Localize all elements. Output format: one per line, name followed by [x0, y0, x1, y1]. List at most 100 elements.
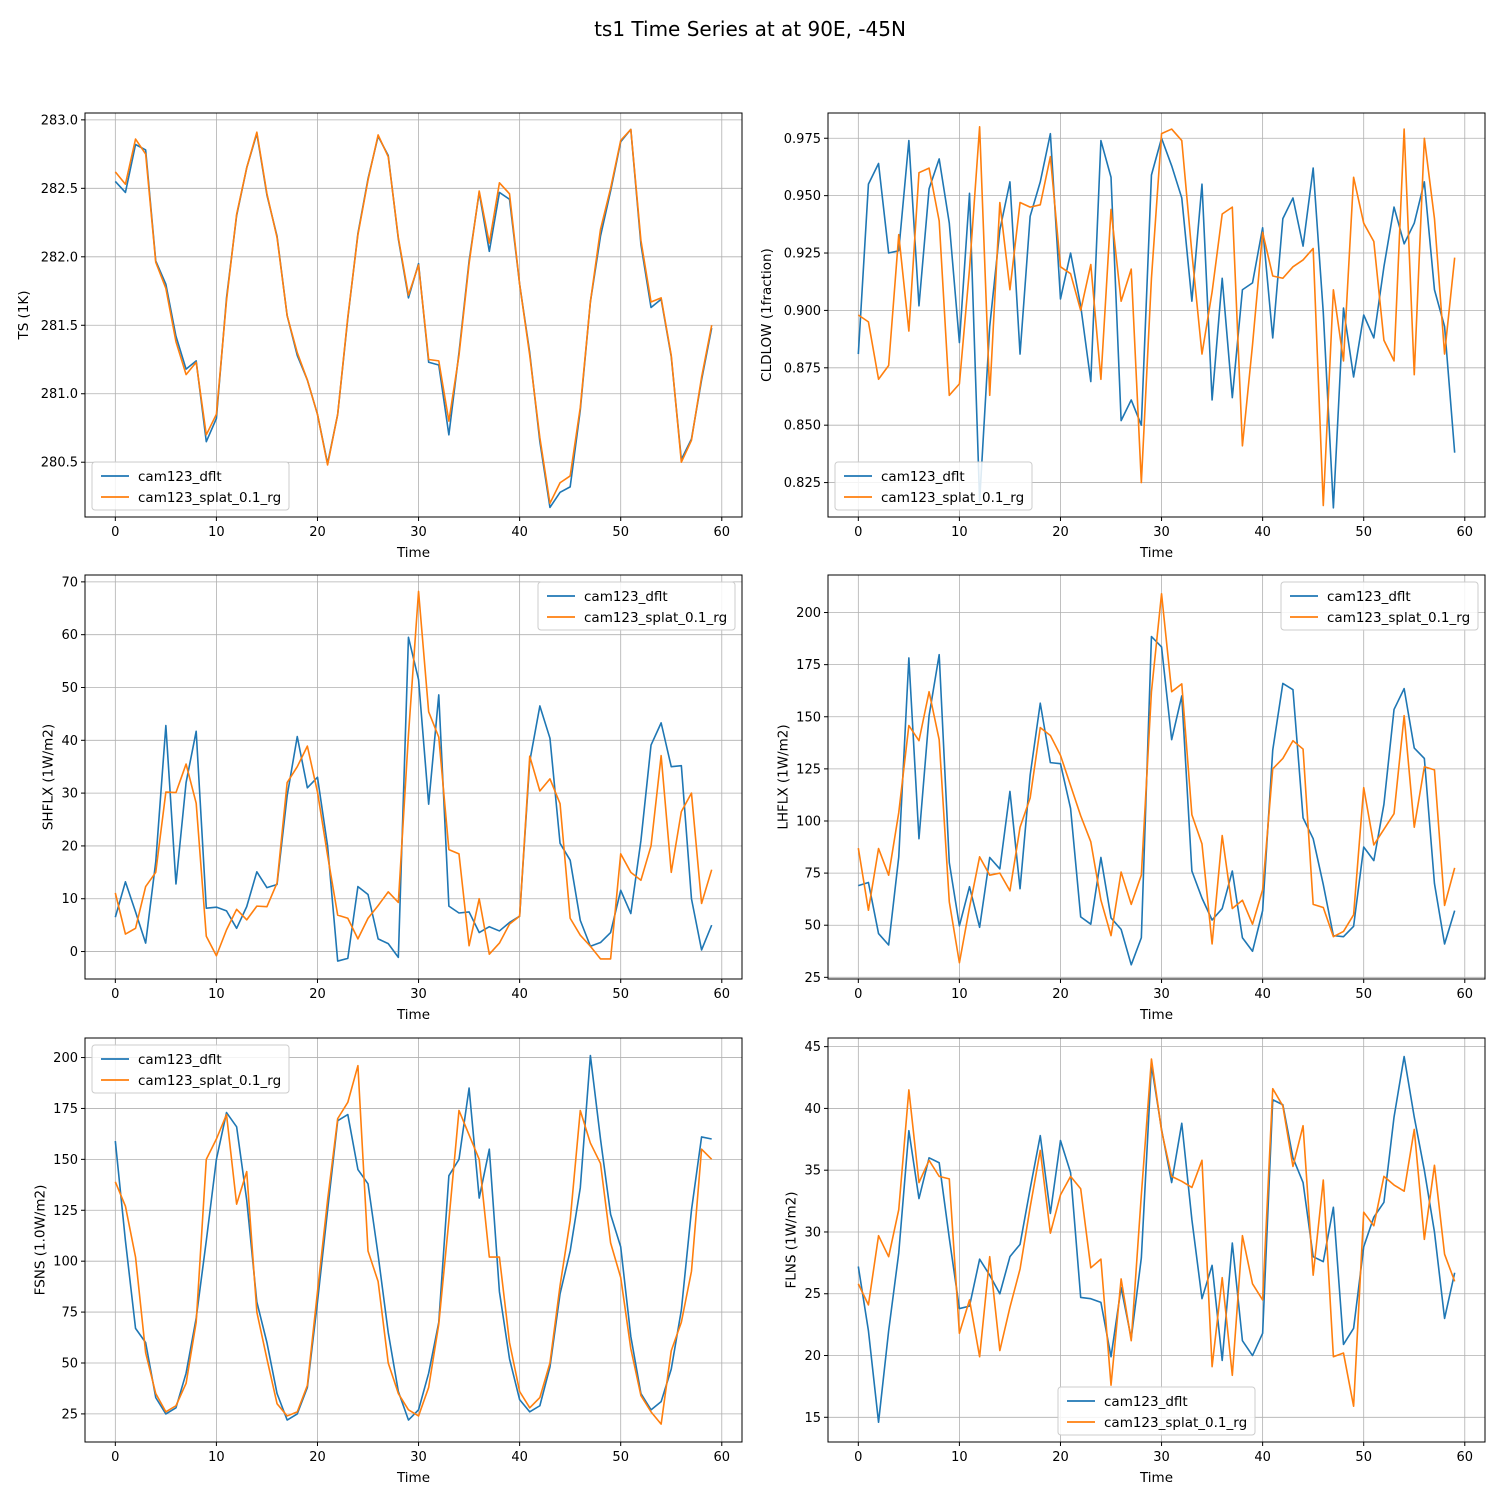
x-tick-label: 60: [1457, 1450, 1474, 1465]
y-tick-label: 10: [61, 892, 78, 907]
subplot-3: 0 10 20 30 40 50 60 25 50 75 100 125 150 175 200 Time LH…: [775, 574, 1486, 1023]
x-tick-label: 0: [854, 1450, 862, 1465]
x-tick-label: 10: [951, 1450, 968, 1465]
x-axis-label: Time: [396, 545, 430, 561]
y-tick-label: 75: [804, 867, 821, 882]
legend: cam123_dflt cam123_splat_0.1_rg: [1280, 581, 1479, 631]
x-tick-label: 40: [1254, 1450, 1271, 1465]
y-tick-label: 281.0: [41, 387, 78, 402]
y-tick-label: 50: [804, 919, 821, 934]
series-line-0: [114, 128, 713, 509]
y-tick-label: 282.0: [41, 250, 78, 265]
y-tick-label: 0.875: [784, 361, 821, 376]
subplots: 0 10 20 30 40 50 60 280.5 281.0 281.5 282.0 282.5 28…: [16, 112, 1486, 1486]
y-tick-label: 0.975: [784, 132, 821, 147]
series-line-1: [114, 590, 713, 960]
axes-frame: [84, 1037, 743, 1443]
series-line-1: [114, 1064, 713, 1425]
subplot-0: 0 10 20 30 40 50 60 280.5 281.0 281.5 282.0 282.5 28…: [16, 112, 743, 561]
x-tick-label: 50: [612, 1450, 629, 1465]
y-tick-label: 25: [804, 1287, 821, 1302]
legend-label-0: cam123_dflt: [881, 469, 965, 485]
y-tick-label: 30: [61, 787, 78, 802]
x-tick-label: 40: [1254, 525, 1271, 540]
x-tick-label: 30: [1153, 987, 1170, 1002]
y-axis-label: LHFLX (1W/m2): [775, 724, 791, 829]
y-tick-label: 50: [61, 1356, 78, 1371]
x-tick-label: 20: [1052, 987, 1069, 1002]
y-tick-label: 70: [61, 575, 78, 590]
y-tick-label: 281.5: [41, 319, 78, 334]
y-tick-label: 0.925: [784, 247, 821, 262]
subplot-2: 0 10 20 30 40 50 60 0 10 20 30 40 50 60 70 Time SHFLX (1…: [41, 574, 743, 1023]
x-tick-label: 20: [1052, 525, 1069, 540]
y-tick-label: 150: [796, 710, 821, 725]
series-line-1: [857, 125, 1456, 507]
y-tick-label: 200: [53, 1051, 78, 1066]
x-axis-label: Time: [1139, 545, 1173, 561]
x-tick-label: 10: [208, 1450, 225, 1465]
y-tick-label: 175: [796, 658, 821, 673]
y-axis-label: SHFLX (1W/m2): [41, 724, 57, 830]
y-tick-label: 50: [61, 681, 78, 696]
legend-label-0: cam123_dflt: [138, 1052, 222, 1068]
x-tick-label: 10: [208, 987, 225, 1002]
x-tick-label: 0: [111, 1450, 119, 1465]
x-tick-label: 30: [410, 1450, 427, 1465]
legend-label-1: cam123_splat_0.1_rg: [138, 490, 281, 506]
axes-frame: [827, 574, 1486, 980]
y-tick-label: 100: [53, 1255, 78, 1270]
x-tick-label: 40: [511, 525, 528, 540]
legend: cam123_dflt cam123_splat_0.1_rg: [91, 461, 290, 511]
subplot-5: 0 10 20 30 40 50 60 15 20 25 30 35 40 45 Time FLNS (1W/…: [784, 1037, 1486, 1486]
y-tick-label: 40: [61, 734, 78, 749]
x-tick-label: 10: [951, 525, 968, 540]
y-tick-label: 125: [53, 1204, 78, 1219]
x-tick-label: 10: [951, 987, 968, 1002]
x-tick-label: 60: [1457, 525, 1474, 540]
x-tick-label: 20: [309, 525, 326, 540]
y-axis-label: FSNS (1.0W/m2): [32, 1185, 48, 1296]
y-tick-label: 20: [61, 839, 78, 854]
x-tick-label: 50: [612, 987, 629, 1002]
x-tick-label: 20: [309, 1450, 326, 1465]
x-axis-label: Time: [1139, 1470, 1173, 1486]
x-tick-label: 60: [714, 987, 731, 1002]
x-tick-label: 30: [1153, 525, 1170, 540]
x-axis-label: Time: [1139, 1007, 1173, 1023]
series-line-0: [114, 1054, 712, 1421]
series-line-1: [857, 592, 1456, 964]
y-tick-label: 20: [804, 1349, 821, 1364]
x-tick-label: 0: [854, 987, 862, 1002]
legend-label-1: cam123_splat_0.1_rg: [1104, 1415, 1247, 1431]
axes-frame: [827, 1037, 1486, 1443]
legend-label-0: cam123_dflt: [584, 589, 668, 605]
y-tick-label: 150: [53, 1153, 78, 1168]
x-tick-label: 50: [1355, 1450, 1372, 1465]
axes-frame: [827, 112, 1486, 518]
legend-label-1: cam123_splat_0.1_rg: [1327, 610, 1470, 626]
y-tick-label: 0.825: [784, 476, 821, 491]
y-tick-label: 25: [61, 1407, 78, 1422]
y-tick-label: 200: [796, 606, 821, 621]
axes-frame: [84, 574, 743, 980]
legend-label-0: cam123_dflt: [1327, 589, 1411, 605]
x-tick-label: 30: [410, 525, 427, 540]
series-line-0: [857, 1055, 1456, 1424]
x-axis-label: Time: [396, 1007, 430, 1023]
y-tick-label: 0.900: [784, 304, 821, 319]
y-tick-label: 125: [796, 762, 821, 777]
x-tick-label: 50: [612, 525, 629, 540]
y-tick-label: 282.5: [41, 182, 78, 197]
y-tick-label: 75: [61, 1306, 78, 1321]
legend-box: [834, 461, 1033, 511]
axes-frame: [84, 112, 743, 518]
legend-label-0: cam123_dflt: [1104, 1394, 1188, 1410]
legend-label-1: cam123_splat_0.1_rg: [138, 1073, 281, 1089]
x-tick-label: 30: [1153, 1450, 1170, 1465]
x-axis-label: Time: [396, 1470, 430, 1486]
y-tick-label: 0: [70, 945, 78, 960]
x-tick-label: 30: [410, 987, 427, 1002]
x-tick-label: 60: [1457, 987, 1474, 1002]
legend-label-1: cam123_splat_0.1_rg: [881, 490, 1024, 506]
